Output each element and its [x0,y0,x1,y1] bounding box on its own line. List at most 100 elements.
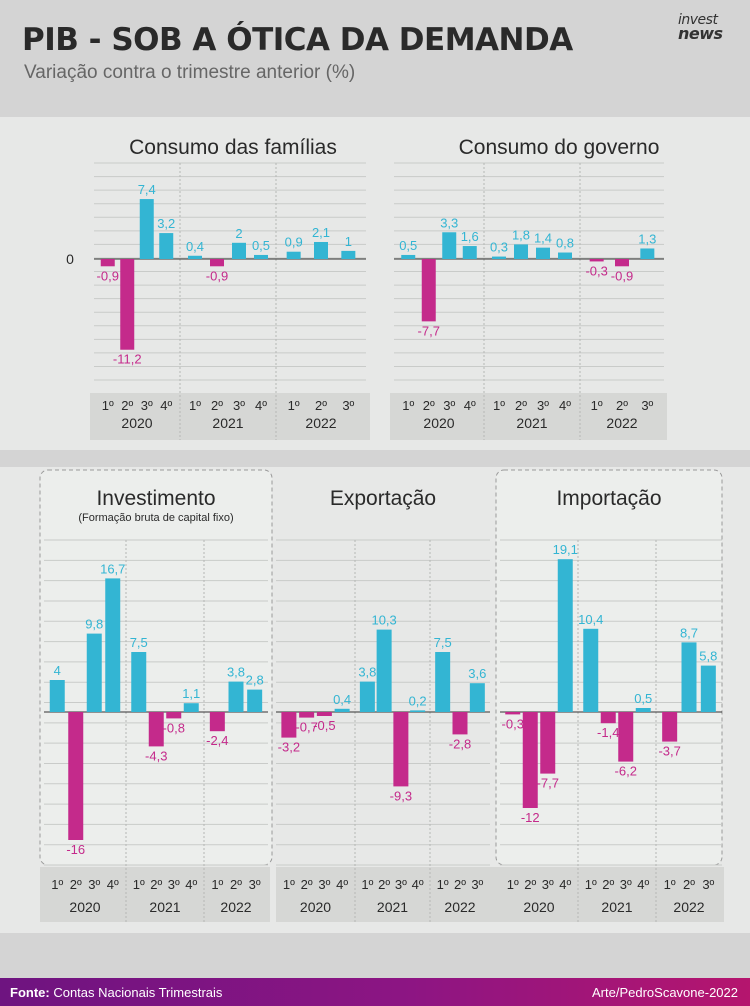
bar [68,712,84,840]
data-label: -7,7 [418,323,440,338]
quarter-label: 3º [141,398,153,413]
bar [334,708,350,712]
bar [183,703,199,712]
quarter-label: 1º [437,877,449,892]
year-label: 2021 [516,415,547,431]
bar [589,259,604,262]
quarter-label: 4º [559,398,571,413]
data-label: 0,4 [186,239,204,254]
data-label: -0,8 [163,720,185,735]
chart-title: Consumo das famílias [129,136,337,159]
bar [281,712,297,738]
data-label: -12 [521,810,540,825]
data-label: 7,4 [138,182,156,197]
quarter-label: 2º [315,398,327,413]
quarter-label: 4º [412,877,424,892]
source-label: Fonte: [10,985,50,1000]
quarter-label: 1º [664,877,676,892]
data-label: 1,4 [534,231,552,246]
source-text: Contas Nacionais Trimestrais [49,985,223,1000]
data-label: 0,5 [634,691,652,706]
quarter-label: 2º [524,877,536,892]
bar [442,232,457,259]
quarter-label: 2º [70,877,82,892]
bar [139,199,154,259]
year-label: 2022 [220,899,251,915]
bar [131,652,147,712]
data-label: -16 [66,842,85,857]
data-label: -0,3 [502,716,524,731]
bar [681,642,697,712]
bar [492,256,506,259]
data-label: 3,3 [440,215,458,230]
data-label: 8,7 [680,625,698,640]
quarter-label: 2º [616,398,628,413]
axis-band [390,393,667,440]
data-label: -4,3 [145,748,167,763]
bar [514,244,528,259]
data-label: 7,5 [130,635,148,650]
bar [410,710,426,712]
data-label: -0,5 [313,718,335,733]
data-label: 0,3 [490,240,508,255]
quarter-label: 4º [637,877,649,892]
axis-band [276,867,495,922]
quarter-label: 2º [230,877,242,892]
data-label: 0,2 [409,693,427,708]
bar [583,628,599,712]
quarter-label: 1º [211,877,223,892]
data-label: -0,9 [611,268,633,283]
bar [462,246,477,259]
axis-band [40,867,270,922]
bar [105,578,121,712]
year-label: 2020 [523,899,554,915]
quarter-label: 1º [283,877,295,892]
data-label: 1 [345,234,352,249]
bar [100,259,115,267]
quarter-label: 1º [361,877,373,892]
bar [210,259,224,267]
bar [540,712,556,774]
art-credit: Arte/PedroScavone-2022 [592,985,738,1000]
quarter-label: 2º [454,877,466,892]
quarter-label: 1º [51,877,63,892]
quarter-label: 1º [189,398,201,413]
quarter-label: 1º [585,877,597,892]
bar [232,242,246,259]
quarter-label: 3º [471,877,483,892]
bar [299,712,315,718]
bar [401,254,416,259]
bar [376,629,392,712]
data-label: 19,1 [553,542,578,557]
bar [435,652,451,712]
quarter-label: 4º [185,877,197,892]
bar [49,680,65,712]
bar [316,712,332,716]
year-label: 2020 [121,415,152,431]
quarter-label: 2º [378,877,390,892]
source-note: Fonte: Contas Nacionais Trimestrais [10,985,222,1000]
data-label: 1,8 [512,227,530,242]
data-label: 3,8 [227,665,245,680]
quarter-label: 3º [168,877,180,892]
data-label: 5,8 [699,649,717,664]
quarter-label: 2º [515,398,527,413]
quarter-label: 4º [160,398,172,413]
data-label: 16,7 [100,561,125,576]
bar [341,250,356,259]
bar [86,633,102,712]
bar [558,252,572,259]
data-label: 10,3 [371,613,396,628]
bar [188,255,202,259]
data-label: -2,4 [206,733,228,748]
quarter-label: 2º [423,398,435,413]
quarter-label: 3º [249,877,261,892]
chart-highlight-box [39,469,273,866]
data-label: -7,7 [537,776,559,791]
footer: Fonte: Contas Nacionais Trimestrais Arte… [0,978,750,1006]
data-label: -0,7 [295,720,317,735]
data-label: 3,2 [157,216,175,231]
year-label: 2020 [69,899,100,915]
data-label: 0,5 [252,238,270,253]
